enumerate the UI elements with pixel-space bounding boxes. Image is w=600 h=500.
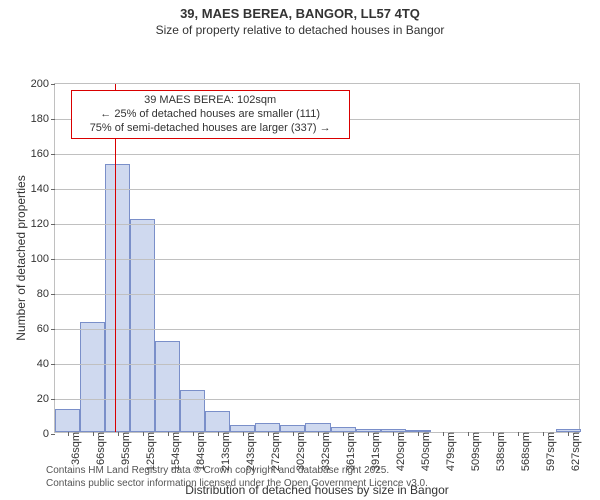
x-tick-label: 627sqm <box>564 432 582 471</box>
y-tick-label: 200 <box>31 78 55 90</box>
y-tick-label: 180 <box>31 113 55 125</box>
histogram-bar <box>180 390 205 432</box>
histogram-bar <box>255 423 280 432</box>
histogram-bar <box>230 425 255 432</box>
gridline-horizontal <box>55 224 579 225</box>
gridline-horizontal <box>55 329 579 330</box>
chart-title-sub: Size of property relative to detached ho… <box>0 21 600 39</box>
plot-region: 02040608010012014016018020036sqm66sqm95s… <box>54 83 580 433</box>
annotation-line: 39 MAES BEREA: 102sqm <box>78 94 343 108</box>
credit-line: Contains public sector information licen… <box>46 477 428 490</box>
histogram-bar <box>55 409 80 432</box>
gridline-horizontal <box>55 399 579 400</box>
x-tick-label: 568sqm <box>514 432 532 471</box>
histogram-bar <box>305 423 330 432</box>
credits-text: Contains HM Land Registry data © Crown c… <box>0 464 428 490</box>
annotation-line: 75% of semi-detached houses are larger (… <box>78 122 343 136</box>
gridline-horizontal <box>55 364 579 365</box>
histogram-bar <box>155 341 180 432</box>
credit-line: Contains HM Land Registry data © Crown c… <box>46 464 428 477</box>
y-tick-label: 40 <box>37 358 55 370</box>
y-tick-label: 120 <box>31 218 55 230</box>
gridline-horizontal <box>55 294 579 295</box>
y-tick-label: 160 <box>31 148 55 160</box>
y-tick-label: 20 <box>37 393 55 405</box>
x-tick-label: 36sqm <box>64 432 82 465</box>
x-tick-label: 597sqm <box>539 432 557 471</box>
x-tick-label: 95sqm <box>114 432 132 465</box>
histogram-bar <box>280 425 305 432</box>
y-tick-label: 100 <box>31 253 55 265</box>
x-tick-label: 479sqm <box>439 432 457 471</box>
y-tick-label: 60 <box>37 323 55 335</box>
histogram-bar <box>205 411 230 432</box>
gridline-horizontal <box>55 154 579 155</box>
y-tick-label: 140 <box>31 183 55 195</box>
histogram-bar <box>105 164 130 432</box>
x-tick-label: 509sqm <box>464 432 482 471</box>
histogram-bar <box>80 322 105 432</box>
annotation-box: 39 MAES BEREA: 102sqm← 25% of detached h… <box>71 90 350 139</box>
gridline-horizontal <box>55 259 579 260</box>
y-axis-label: Number of detached properties <box>14 175 28 340</box>
chart-area: 0 20 40 60 80 100 120 140 160 180 200 36sqm 66sqm 95s… <box>0 39 600 500</box>
y-tick-label: 80 <box>37 288 55 300</box>
x-tick-label: 538sqm <box>489 432 507 471</box>
annotation-line: ← 25% of detached houses are smaller (11… <box>78 108 343 122</box>
y-tick-label: 0 <box>43 428 55 440</box>
gridline-horizontal <box>55 189 579 190</box>
x-tick-label: 66sqm <box>89 432 107 465</box>
chart-title-main: 39, MAES BEREA, BANGOR, LL57 4TQ <box>0 0 600 21</box>
